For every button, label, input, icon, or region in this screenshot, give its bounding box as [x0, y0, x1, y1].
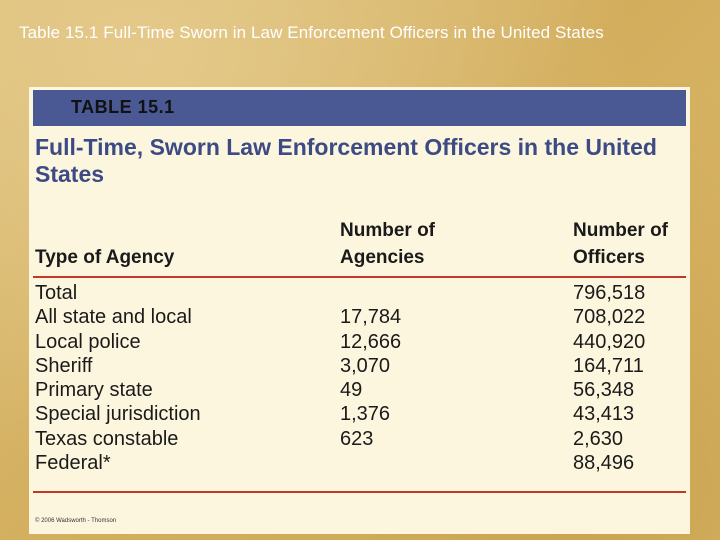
cell-officers: 164,711: [573, 354, 644, 377]
table-body: Total 796,518 All state and local 17,784…: [35, 281, 685, 475]
cell-type: Total: [35, 282, 78, 304]
cell-agencies: 49: [340, 379, 363, 402]
cell-type: Special jurisdiction: [35, 403, 201, 426]
table-row: Texas constable 623 2,630: [35, 427, 685, 451]
cell-officers: 2,630: [573, 427, 624, 450]
cell-agencies: 12,666: [340, 330, 402, 353]
column-header-officers: Number of Officers: [573, 220, 668, 268]
column-header-agencies: Number of Agencies: [340, 220, 435, 268]
table-row: Local police 12,666 440,920: [35, 330, 685, 354]
copyright-notice: © 2006 Wadsworth - Thomson: [35, 518, 117, 524]
cell-officers: 440,920: [573, 330, 646, 353]
cell-agencies: 3,070: [340, 354, 391, 377]
cell-type: Sheriff: [35, 354, 93, 377]
cell-agencies: 623: [340, 427, 374, 450]
cell-officers: 796,518: [573, 282, 646, 304]
header-divider: [33, 276, 686, 278]
cell-agencies: 1,376: [340, 403, 391, 426]
table-title: Full-Time, Sworn Law Enforcement Officer…: [35, 134, 657, 187]
cell-officers: 88,496: [573, 452, 635, 475]
cell-type: Federal*: [35, 452, 111, 475]
cell-officers: 708,022: [573, 306, 646, 329]
table-row: Special jurisdiction 1,376 43,413: [35, 402, 685, 426]
table-row: Primary state 49 56,348: [35, 378, 685, 402]
cell-officers: 56,348: [573, 379, 635, 402]
table-number: TABLE 15.1: [71, 97, 175, 117]
column-header-type: Type of Agency: [35, 247, 175, 268]
table-row: Federal* 88,496: [35, 451, 685, 475]
table-header-bar: TABLE 15.1: [33, 90, 686, 126]
table-row: All state and local 17,784 708,022: [35, 305, 685, 329]
cell-agencies: 17,784: [340, 306, 402, 329]
cell-type: Texas constable: [35, 427, 179, 450]
cell-type: Local police: [35, 330, 141, 353]
table-panel: TABLE 15.1 Full-Time, Sworn Law Enforcem…: [29, 87, 690, 534]
cell-type: Primary state: [35, 379, 153, 402]
cell-officers: 43,413: [573, 403, 635, 426]
slide-title: Table 15.1 Full-Time Sworn in Law Enforc…: [19, 23, 604, 42]
cell-type: All state and local: [35, 306, 192, 329]
table-row: Total 796,518: [35, 281, 685, 305]
table-bottom-divider: [33, 491, 686, 493]
table-row: Sheriff 3,070 164,711: [35, 354, 685, 378]
